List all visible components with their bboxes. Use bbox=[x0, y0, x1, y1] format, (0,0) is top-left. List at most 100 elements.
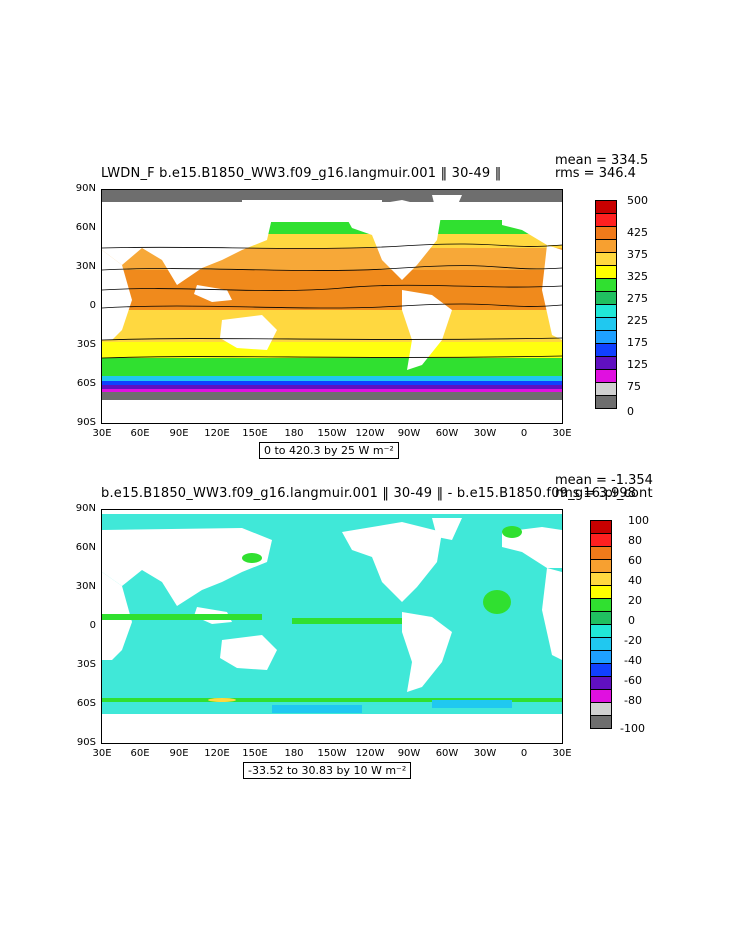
cb-cell bbox=[595, 200, 617, 214]
lon-label: 60E bbox=[130, 748, 150, 759]
cb-label: 100 bbox=[628, 514, 649, 527]
cb-cell bbox=[590, 611, 612, 625]
rms-value: rms = 346.4 bbox=[555, 166, 636, 181]
cb-label: 425 bbox=[627, 226, 648, 239]
lon-label: 60W bbox=[435, 748, 459, 759]
cb-label: 0 bbox=[627, 405, 634, 418]
mean-value: mean = 334.5 bbox=[555, 153, 649, 168]
contour-range-box: -33.52 to 30.83 by 10 W m⁻² bbox=[243, 762, 412, 779]
cb-cell bbox=[590, 637, 612, 651]
lon-label: 60E bbox=[130, 428, 150, 439]
cb-label: 60 bbox=[628, 554, 642, 567]
map-plot: 90N 60N 30N 0 30S 60S 90S 30E 60E 90E 12… bbox=[76, 183, 572, 459]
cb-cell bbox=[590, 663, 612, 677]
cb-cell bbox=[595, 395, 617, 409]
panel-lwdn-diff: b.e15.B1850_WW3.f09_g16.langmuir.001 ‖ 3… bbox=[0, 470, 733, 779]
cb-cell bbox=[595, 213, 617, 227]
cb-label: 80 bbox=[628, 534, 642, 547]
band-so-purple bbox=[102, 385, 562, 389]
lon-label: 150W bbox=[317, 428, 347, 439]
lon-label: 90W bbox=[397, 748, 421, 759]
cb-cell bbox=[590, 689, 612, 703]
lon-label: 180 bbox=[284, 428, 304, 439]
cb-cell bbox=[595, 239, 617, 253]
lon-label: 30W bbox=[473, 748, 497, 759]
cb-label: -100 bbox=[620, 722, 645, 735]
positive-anomaly bbox=[102, 526, 562, 702]
lat-label: 60S bbox=[76, 698, 96, 709]
cb-cell bbox=[595, 226, 617, 240]
lat-label: 30S bbox=[76, 659, 96, 670]
lat-label: 0 bbox=[89, 300, 96, 311]
lon-label: 150W bbox=[317, 748, 347, 759]
plot-title: LWDN_F b.e15.B1850_WW3.f09_g16.langmuir.… bbox=[101, 166, 502, 181]
cb-label: -20 bbox=[624, 634, 642, 647]
panel-lwdn-field: LWDN_F b.e15.B1850_WW3.f09_g16.langmuir.… bbox=[0, 150, 733, 459]
cb-label: -80 bbox=[624, 694, 642, 707]
cb-label: 225 bbox=[627, 314, 648, 327]
cb-cell bbox=[590, 533, 612, 547]
lat-label: 90S bbox=[76, 417, 96, 428]
lon-label: 0 bbox=[520, 748, 528, 759]
lat-label: 30N bbox=[75, 261, 96, 272]
cb-label: 175 bbox=[627, 336, 648, 349]
lon-label: 30E bbox=[552, 428, 572, 439]
lon-label: 180 bbox=[284, 748, 304, 759]
lon-label: 30W bbox=[473, 428, 497, 439]
land-mask bbox=[102, 518, 562, 692]
cb-cell bbox=[595, 304, 617, 318]
lon-label: 120E bbox=[204, 748, 230, 759]
cb-label: 500 bbox=[627, 194, 648, 207]
cb-label: 125 bbox=[627, 358, 648, 371]
lat-label: 30N bbox=[75, 581, 96, 592]
cb-cell bbox=[595, 382, 617, 396]
cb-cell bbox=[590, 624, 612, 638]
cb-cell bbox=[590, 559, 612, 573]
plot-title: b.e15.B1850_WW3.f09_g16.langmuir.001 ‖ 3… bbox=[101, 486, 653, 501]
cb-cell bbox=[590, 676, 612, 690]
cb-cell bbox=[590, 546, 612, 560]
lat-label: 0 bbox=[89, 620, 96, 631]
lat-label: 60S bbox=[76, 378, 96, 389]
lon-label: 90E bbox=[169, 428, 189, 439]
cb-cell bbox=[595, 317, 617, 331]
cb-cell bbox=[590, 520, 612, 534]
contour-lines bbox=[102, 243, 562, 359]
cb-cell bbox=[595, 278, 617, 292]
cb-cell bbox=[595, 330, 617, 344]
lon-label: 30E bbox=[92, 748, 112, 759]
lat-label: 90N bbox=[75, 183, 96, 194]
cb-cell bbox=[590, 572, 612, 586]
lon-label: 30E bbox=[92, 428, 112, 439]
lon-label: 90E bbox=[169, 748, 189, 759]
cb-label: -40 bbox=[624, 654, 642, 667]
cb-label: 275 bbox=[627, 292, 648, 305]
lon-label: 90W bbox=[397, 428, 421, 439]
band-subtropic-south bbox=[102, 308, 562, 342]
lat-label: 60N bbox=[75, 542, 96, 553]
land-mask bbox=[102, 195, 562, 370]
antarctic-land bbox=[102, 400, 562, 423]
lon-label: 150E bbox=[242, 748, 268, 759]
cb-cell bbox=[590, 650, 612, 664]
cb-label: 75 bbox=[627, 380, 641, 393]
cb-label: 325 bbox=[627, 270, 648, 283]
lon-label: 0 bbox=[520, 428, 528, 439]
cb-cell bbox=[595, 356, 617, 370]
lon-label: 120W bbox=[355, 428, 385, 439]
map-canvas bbox=[102, 514, 562, 743]
cb-cell bbox=[595, 252, 617, 266]
band-so-blue bbox=[102, 381, 562, 385]
lat-label: 60N bbox=[75, 222, 96, 233]
stats-block: mean = -1.354 rms = 3.998 bbox=[555, 474, 653, 500]
mean-value: mean = -1.354 bbox=[555, 473, 653, 488]
band-so-cyan bbox=[102, 376, 562, 381]
lon-label: 30E bbox=[552, 748, 572, 759]
cb-label: 0 bbox=[628, 614, 635, 627]
strong-positive-anomaly bbox=[208, 698, 236, 702]
stats-block: mean = 334.5 rms = 346.4 bbox=[555, 154, 648, 180]
cb-cell bbox=[595, 369, 617, 383]
cb-label: 40 bbox=[628, 574, 642, 587]
lat-label: 30S bbox=[76, 339, 96, 350]
cb-cell bbox=[595, 291, 617, 305]
